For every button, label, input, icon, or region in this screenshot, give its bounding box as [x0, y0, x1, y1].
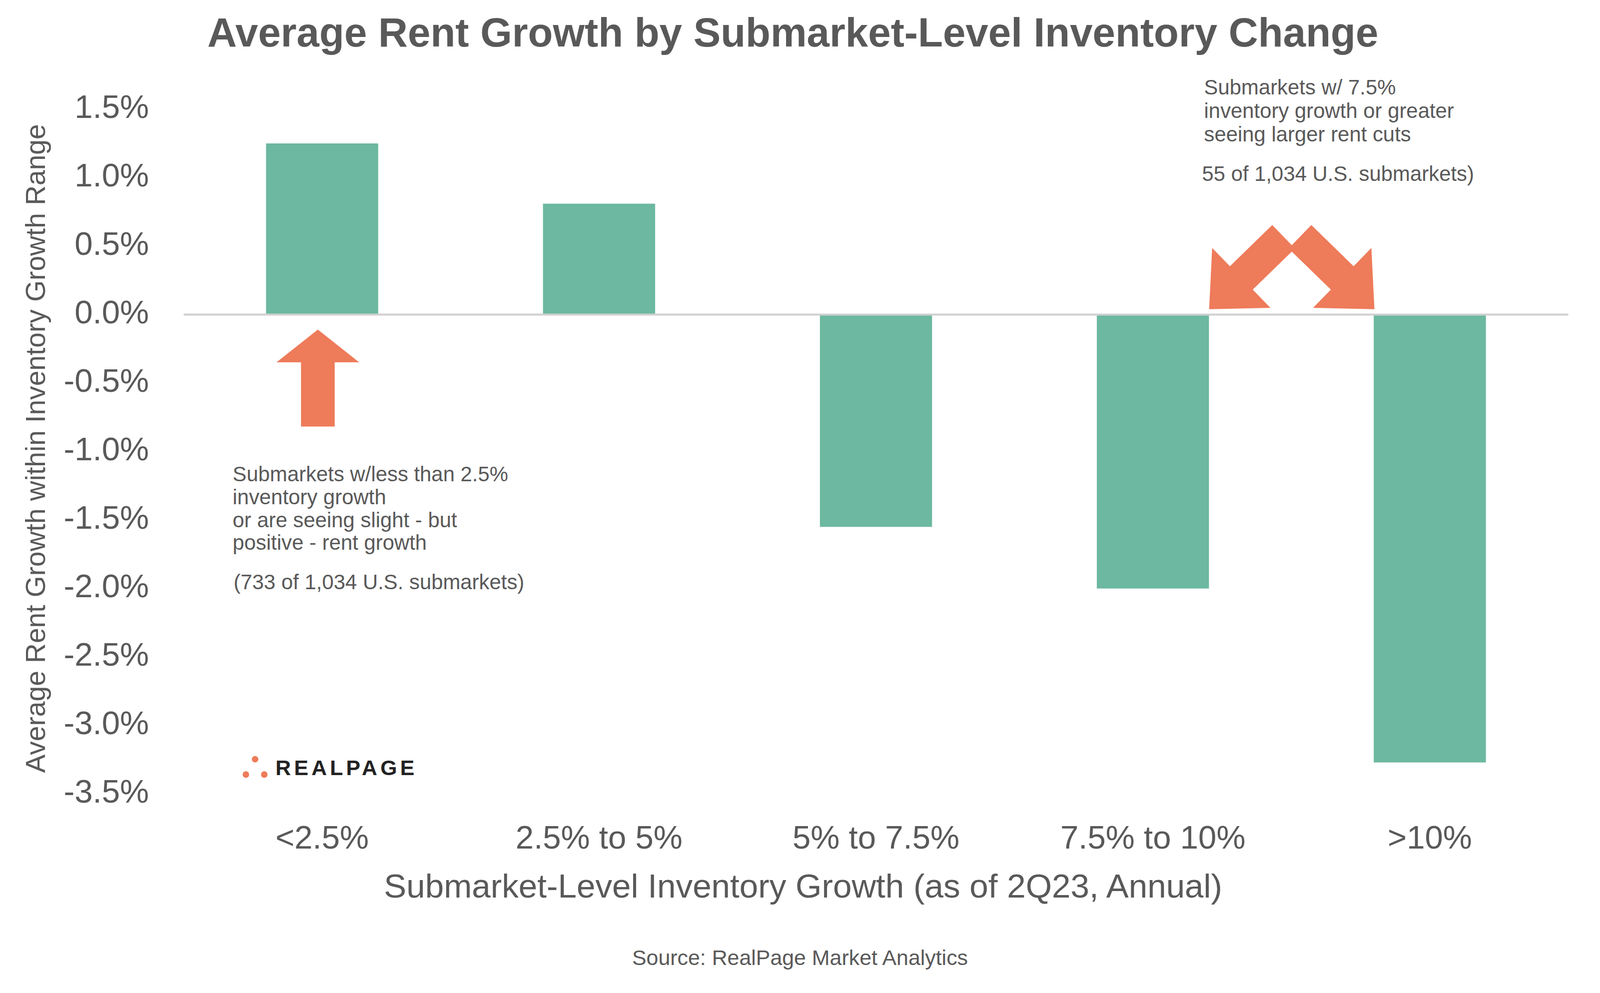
baseline	[183, 313, 1569, 316]
y-tick-label: -3.0%	[63, 704, 149, 742]
annotation: Submarkets w/ 7.5%	[1204, 75, 1397, 99]
annotation: 55 of 1,034 U.S. submarkets)	[1201, 161, 1474, 186]
y-tick-label: 1.0%	[74, 156, 149, 194]
logo-dot	[251, 756, 259, 763]
bars	[265, 143, 1486, 763]
x-tick-label: >10%	[1387, 818, 1473, 856]
annotation: inventory growth or greater	[1204, 98, 1455, 123]
bar	[543, 203, 656, 315]
chart: Average Rent Growth by Submarket-Level I…	[0, 0, 1600, 993]
y-tick-label: -0.5%	[63, 362, 149, 399]
annotation: (733 of 1,034 U.S. submarkets)	[233, 570, 525, 594]
bar	[1373, 314, 1486, 763]
y-tick-label: -2.0%	[63, 567, 149, 605]
annotation: or are seeing slight - but	[232, 508, 458, 532]
y-tick-label: -2.5%	[63, 636, 149, 673]
bar	[265, 143, 378, 315]
annotation: Submarkets w/less than 2.5%	[232, 462, 509, 486]
annotation: inventory growth	[232, 485, 387, 509]
title: Average Rent Growth by Submarket-Level I…	[207, 9, 1379, 55]
logo-dot	[242, 771, 250, 778]
y-tick-label: -1.0%	[63, 430, 149, 468]
bar	[819, 314, 932, 528]
y-tick-label: 1.5%	[74, 88, 149, 125]
x-tick-label: 7.5% to 10%	[1060, 818, 1246, 856]
arrow	[276, 329, 359, 427]
x-tick-label: 5% to 7.5%	[792, 818, 960, 856]
x-axis-title: Submarket-Level Inventory Growth (as of …	[383, 866, 1223, 905]
source: Source: RealPage Market Analytics	[632, 945, 968, 970]
y-tick-label: -3.5%	[63, 773, 149, 810]
x-tick-label: <2.5%	[275, 818, 369, 856]
annotation: positive - rent growth	[232, 530, 428, 555]
logo: REALPAGE	[275, 755, 418, 780]
annotation: seeing larger rent cuts	[1204, 122, 1412, 146]
y-tick-label: 0.0%	[74, 293, 149, 331]
bar	[1096, 314, 1209, 589]
x-tick-label: 2.5% to 5%	[515, 818, 683, 856]
y-axis-title: Average Rent Growth within Inventory Gro…	[19, 123, 51, 773]
logo-dot	[260, 771, 268, 778]
arrow	[1288, 224, 1375, 309]
arrow	[1209, 224, 1296, 309]
y-tick-label: 0.5%	[74, 225, 149, 262]
y-tick-label: -1.5%	[63, 499, 149, 536]
